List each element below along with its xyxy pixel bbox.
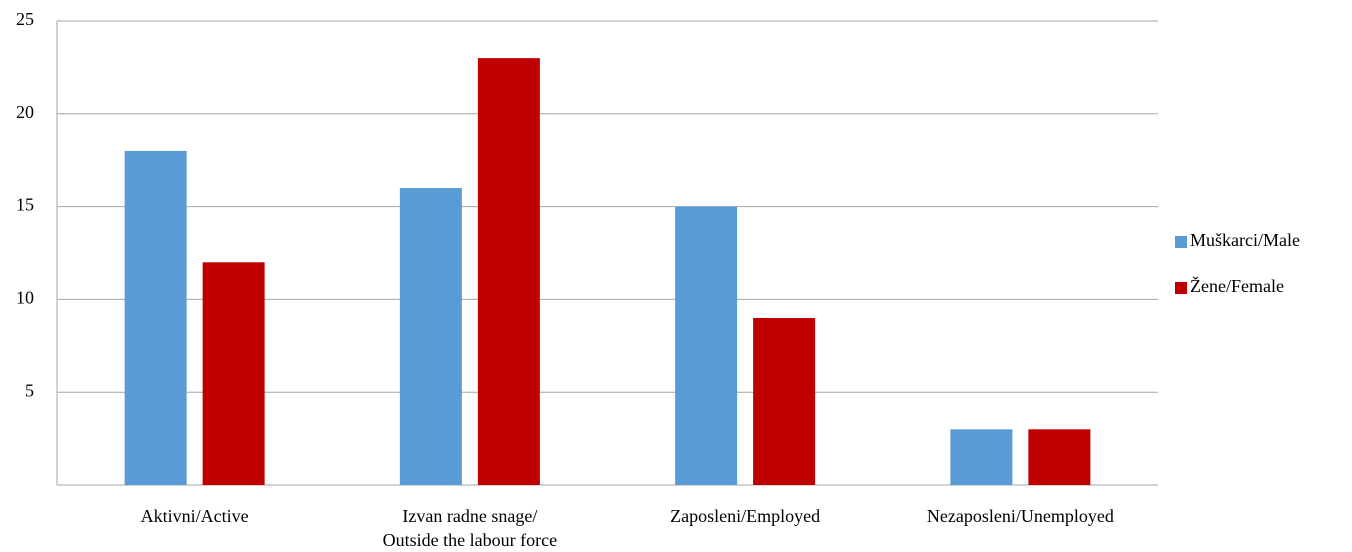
x-tick-label: Aktivni/Active	[140, 506, 249, 526]
legend-swatch	[1175, 236, 1187, 248]
x-tick-label: Izvan radne snage/ Outside the labour fo…	[382, 506, 558, 550]
legend-label: Žene/Female	[1190, 275, 1284, 296]
bar	[399, 188, 462, 486]
bar	[753, 317, 816, 485]
y-tick-label: 20	[16, 102, 34, 122]
bar	[124, 150, 187, 486]
y-tick-label: 25	[16, 9, 34, 29]
y-tick-label: 10	[16, 288, 34, 308]
bar	[202, 262, 265, 485]
bar	[675, 206, 738, 485]
y-tick-label: 5	[25, 380, 34, 400]
bar	[950, 429, 1013, 485]
x-tick-label: Nezaposleni/Unemployed	[926, 506, 1114, 526]
legend-swatch	[1175, 282, 1187, 294]
y-tick-label: 15	[16, 195, 34, 215]
x-tick-label: Zaposleni/Employed	[670, 506, 821, 526]
legend-label: Muškarci/Male	[1190, 230, 1300, 250]
bar	[1028, 429, 1091, 485]
bar	[477, 58, 540, 486]
